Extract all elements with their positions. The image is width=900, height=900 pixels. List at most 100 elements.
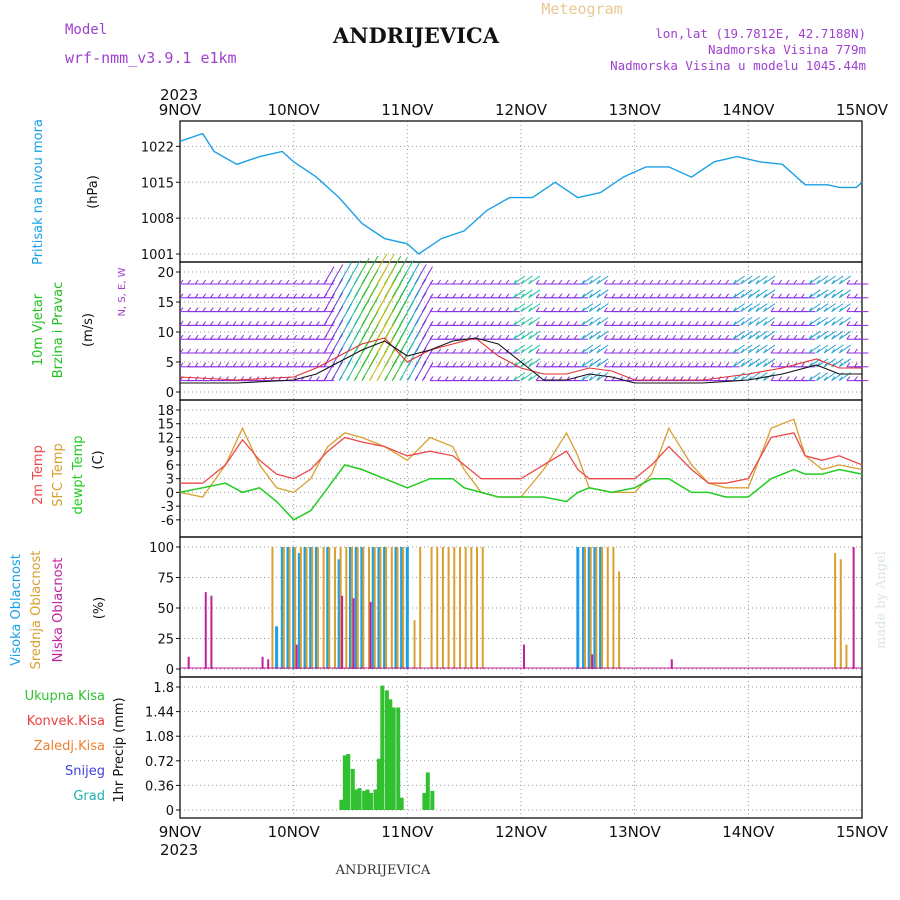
wind-barb	[755, 358, 768, 368]
wind-barb-flag	[634, 334, 639, 340]
wind-barb-flag	[808, 362, 813, 368]
temp-2m-label: 2m Temp	[31, 445, 46, 505]
time-tick-label: 9NOV	[159, 823, 202, 841]
precip-bar	[346, 753, 351, 810]
wind-barb-flag	[217, 334, 222, 340]
wind-barb-flag	[535, 362, 540, 368]
wind-barb-flag	[732, 321, 737, 326]
ytick-label: 75	[157, 572, 174, 587]
wind-barb-flag	[202, 334, 207, 340]
wind-barb	[748, 303, 761, 313]
wind-barb-flag	[300, 348, 305, 354]
wind-barb-flag	[725, 334, 729, 340]
wind-barb-flag	[194, 307, 199, 312]
wind-barb-flag	[778, 362, 783, 368]
wind-barb-flag	[300, 334, 305, 340]
wind-barb-flag	[482, 293, 487, 299]
wind-barb-flag	[664, 279, 669, 285]
wind-barb-flag	[793, 376, 798, 381]
wind-barb-flag	[785, 307, 790, 312]
wind-barb-flag	[732, 348, 737, 354]
wind-barb	[581, 275, 594, 285]
wind-barb-flag	[353, 376, 358, 381]
wind-barb-flag	[566, 293, 570, 299]
wind-barb-flag	[619, 376, 623, 381]
wind-barb-flag	[459, 376, 464, 381]
wind-barb-flag	[793, 293, 798, 299]
wind-barb	[732, 289, 745, 299]
wind-barb	[831, 330, 844, 340]
wind-barb-flag	[247, 334, 252, 340]
wind-barb-flag	[452, 321, 457, 326]
wind-barb-flag	[300, 279, 305, 285]
precip-freezing-label: Zaledj.Kisa	[34, 739, 105, 754]
wind-barb-flag	[513, 321, 517, 326]
wind-barb-flag	[513, 376, 517, 381]
wind-barb-flag	[679, 307, 684, 312]
wind-barb-flag	[535, 279, 540, 285]
wind-barb-flag	[778, 279, 783, 285]
wind-barb-flag	[490, 279, 495, 285]
wind-barb-flag	[702, 307, 707, 312]
wind-barb-flag	[747, 362, 752, 368]
wind-barb-flag	[497, 279, 502, 285]
wind-barb-flag	[717, 293, 722, 299]
precip-bar	[388, 699, 393, 810]
wind-barb-flag	[657, 307, 661, 312]
credit-text: made by Angel	[874, 551, 889, 649]
wind-barb-flag	[437, 362, 442, 368]
ytick-label: 1015	[141, 176, 174, 191]
wind-barb-flag	[437, 279, 442, 285]
ytick-label: 12	[157, 431, 174, 446]
wind-barb-flag	[285, 334, 290, 340]
wind-barb	[823, 275, 836, 285]
ytick-label: 20	[157, 266, 174, 281]
wind-barb-flag	[778, 376, 783, 381]
wind-barb	[513, 303, 526, 313]
wind-barb	[816, 344, 829, 354]
wind-barb-flag	[187, 334, 191, 340]
wind-barb	[588, 275, 601, 285]
wind-barb	[763, 344, 776, 354]
wind-barb-flag	[194, 348, 199, 354]
wind-barb-flag	[657, 334, 661, 340]
wind-barb-flag	[459, 307, 464, 312]
wind-barb-flag	[619, 348, 623, 354]
wind-unit: (m/s)	[81, 313, 96, 347]
wind-barb-flag	[581, 348, 586, 354]
precip-bar	[368, 792, 373, 810]
wind-barb-flag	[679, 362, 684, 368]
time-ticks-bottom: 9NOV 10NOV 11NOV 12NOV 13NOV 14NOV 15NOV	[159, 823, 889, 841]
wind-barb-flag	[202, 279, 207, 285]
wind-barb	[528, 330, 541, 340]
wind-barb-flag	[194, 279, 199, 285]
wind-barb-flag	[225, 321, 229, 326]
wind-barb-flag	[475, 362, 479, 368]
wind-barb-flag	[520, 376, 525, 381]
wind-barb-flag	[262, 321, 267, 326]
wind-barb-flag	[634, 307, 639, 312]
wind-barb-flag	[838, 348, 843, 354]
precip-bar	[422, 792, 427, 810]
wind-barb-flag	[278, 307, 282, 312]
wind-barb	[353, 354, 370, 381]
wind-barb-flag	[588, 293, 593, 299]
wind-barb-flag	[255, 307, 260, 312]
wind-barb-flag	[240, 321, 245, 326]
wind-barb-flag	[619, 293, 623, 299]
wind-barb-flag	[543, 348, 548, 354]
wind-barb	[763, 303, 776, 313]
wind-barb-flag	[262, 293, 267, 299]
ytick-label: 1008	[141, 212, 174, 227]
wind-barb-flag	[831, 348, 836, 354]
wind-barb-flag	[293, 348, 298, 354]
wind-barb-flag	[626, 321, 631, 326]
wind-barb-flag	[240, 307, 245, 312]
wind-barb-flag	[194, 293, 199, 299]
ytick-label: 9	[166, 445, 174, 460]
wind-barb-flag	[778, 307, 783, 312]
time-tick-label: 13NOV	[609, 101, 662, 119]
wind-barb-flag	[187, 279, 191, 285]
wind-barb-flag	[247, 279, 252, 285]
